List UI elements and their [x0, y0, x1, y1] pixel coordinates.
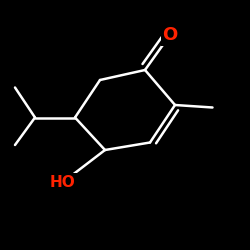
Text: HO: HO: [50, 175, 76, 190]
Text: O: O: [162, 26, 178, 44]
